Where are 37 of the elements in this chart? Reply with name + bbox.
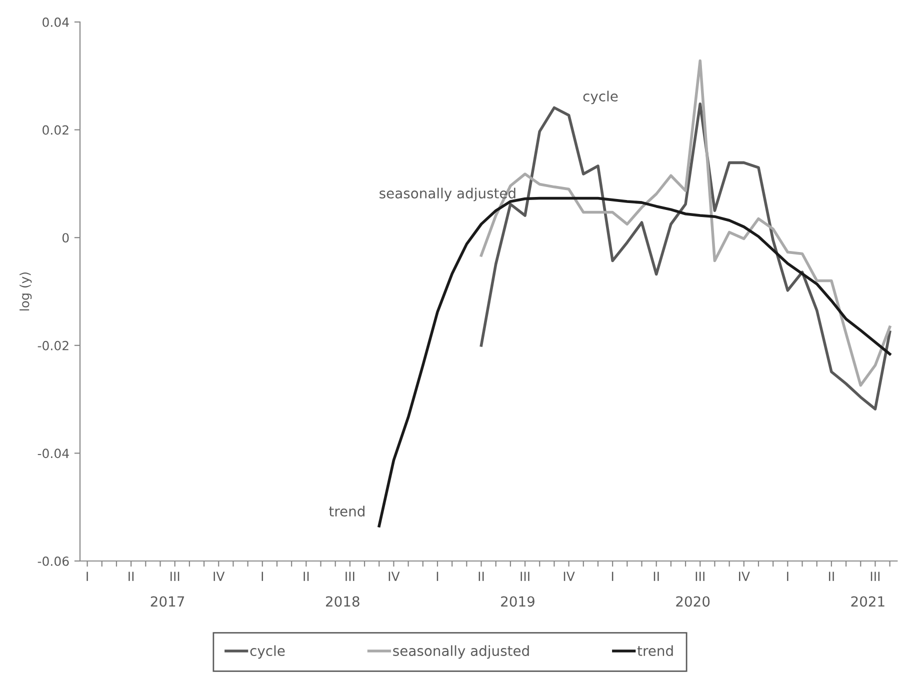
x-tick-label: IV xyxy=(214,572,225,581)
y-tick-label: 0 xyxy=(62,233,69,243)
text: 2019 xyxy=(501,596,534,607)
text: 2017 xyxy=(150,596,184,607)
x-tick-label: II xyxy=(654,572,659,581)
y-tick-label: -0.06 xyxy=(38,556,69,566)
legend-label: trend xyxy=(637,645,673,656)
legend-label: cycle xyxy=(250,645,285,659)
y-tick-label: -0.04 xyxy=(38,448,69,458)
x-tick-label: II xyxy=(828,572,834,581)
y-axis-title: log (y) xyxy=(20,272,32,310)
x-tick-label: III xyxy=(696,572,704,581)
y-tick-label: 0.02 xyxy=(42,125,68,135)
x-tick-label: IV xyxy=(564,572,575,581)
x-tick-label: III xyxy=(170,572,180,581)
x-tick-label: I xyxy=(262,572,264,581)
annotation: trend xyxy=(329,506,364,517)
text: 2020 xyxy=(676,596,710,607)
y-tick-label: -0.02 xyxy=(38,340,68,350)
annotation: cycle xyxy=(583,90,618,104)
x-tick-label: III xyxy=(520,572,530,581)
x-tick-label: IV xyxy=(739,572,750,581)
y-tick-label: 0.04 xyxy=(42,17,69,27)
legend-label: seasonally adjusted xyxy=(393,645,529,659)
x-tick-label: II xyxy=(478,572,484,581)
text: 2018 xyxy=(326,596,360,607)
x-tick-label: II xyxy=(128,572,134,581)
x-tick-label: III xyxy=(870,572,880,581)
x-tick-label: I xyxy=(86,572,88,581)
x-tick-label: III xyxy=(346,572,354,581)
x-tick-label: IV xyxy=(388,572,400,581)
annotation: seasonally adjusted xyxy=(380,188,516,202)
x-tick-label: I xyxy=(787,572,788,581)
x-tick-label: I xyxy=(612,572,614,581)
text: 2021 xyxy=(851,596,884,607)
x-tick-label: I xyxy=(436,572,438,581)
x-tick-label: II xyxy=(304,572,309,581)
